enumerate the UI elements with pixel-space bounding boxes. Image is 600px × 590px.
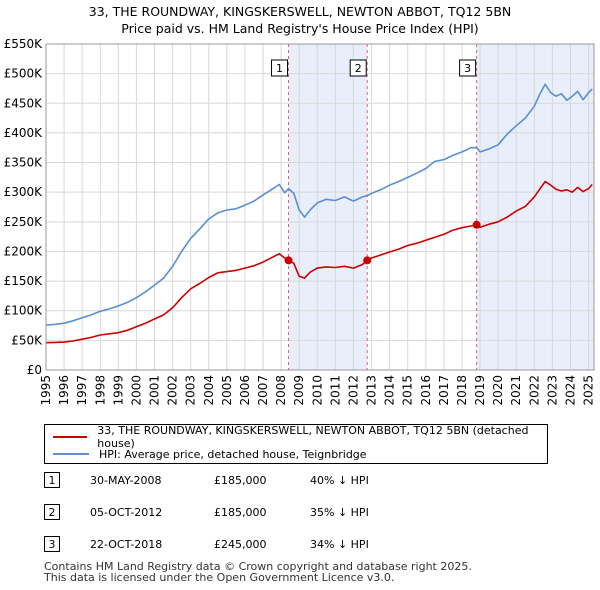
sale-number-badge: 1 — [44, 472, 60, 488]
legend-label-property: 33, THE ROUNDWAY, KINGSKERSWELL, NEWTON … — [97, 424, 529, 450]
shaded-period — [288, 44, 368, 370]
x-tick-label: 2001 — [148, 375, 162, 406]
x-tick-label: 1996 — [57, 375, 71, 406]
property-price-line — [45, 180, 593, 344]
legend: 33, THE ROUNDWAY, KINGSKERSWELL, NEWTON … — [44, 424, 548, 464]
x-tick-label: 2003 — [184, 375, 198, 406]
sale-number-badge: 2 — [44, 504, 60, 520]
sale-hpi-diff: 40% ↓ HPI — [310, 474, 369, 487]
y-tick-label: £300K — [4, 185, 44, 199]
chart-subtitle: Price paid vs. HM Land Registry's House … — [121, 21, 479, 36]
sale-date: 22-OCT-2018 — [90, 538, 163, 551]
series-lines — [45, 83, 593, 344]
x-tick-label: 2008 — [274, 375, 288, 406]
x-tick-label: 2018 — [455, 375, 469, 406]
x-tick-label: 2005 — [220, 375, 234, 406]
y-tick-label: £100K — [4, 304, 44, 318]
sale-row: 1 30-MAY-2008 £185,000 40% ↓ HPI — [44, 472, 504, 492]
sale-label-number: 1 — [276, 62, 283, 75]
x-tick-label: 1998 — [93, 375, 107, 406]
x-tick-label: 2009 — [292, 375, 306, 406]
sale-label-box — [349, 59, 367, 77]
hpi-line — [45, 83, 593, 326]
x-tick-label: 2025 — [582, 375, 596, 406]
sale-number-badge: 3 — [44, 536, 60, 552]
sale-date: 30-MAY-2008 — [90, 474, 162, 487]
x-tick-label: 2011 — [328, 375, 342, 406]
x-tick-label: 2004 — [202, 375, 216, 406]
x-tick-label: 2021 — [509, 375, 523, 406]
x-tick-label: 2013 — [365, 375, 379, 406]
shaded-period — [476, 44, 594, 370]
x-tick-label: 2023 — [545, 375, 559, 406]
plot-frame — [45, 43, 595, 371]
y-tick-label: £400K — [4, 126, 44, 140]
chart-title: 33, THE ROUNDWAY, KINGSKERSWELL, NEWTON … — [88, 4, 512, 19]
x-tick-label: 2024 — [563, 375, 577, 406]
y-tick-label: £450K — [4, 96, 44, 110]
x-tick-label: 1997 — [75, 375, 89, 406]
x-tick-label: 2017 — [437, 375, 451, 406]
legend-swatch-hpi — [53, 453, 89, 455]
sale-label-box — [459, 59, 477, 77]
x-tick-label: 2007 — [256, 375, 270, 406]
x-tick-label: 2019 — [473, 375, 487, 406]
sale-row: 3 22-OCT-2018 £245,000 34% ↓ HPI — [44, 536, 504, 556]
footer-copyright: Contains HM Land Registry data © Crown c… — [44, 560, 472, 573]
x-tick-label: 2000 — [129, 375, 143, 406]
y-tick-label: £200K — [4, 244, 44, 258]
axes: £0 £50K £100K £150K £200K £250K £300K £350K £400… — [4, 37, 596, 406]
sale-label-number: 2 — [355, 62, 362, 75]
sale-point — [284, 256, 293, 265]
x-tick-label: 2022 — [527, 375, 541, 406]
y-tick-label: £250K — [4, 215, 44, 229]
sale-hpi-diff: 34% ↓ HPI — [310, 538, 369, 551]
legend-item-hpi: HPI: Average price, detached house, Teig… — [53, 446, 367, 462]
x-tick-label: 2014 — [383, 375, 397, 406]
sale-price: £245,000 — [214, 538, 267, 551]
x-tick-label: 2015 — [401, 375, 415, 406]
shaded-periods — [288, 44, 594, 370]
x-tick-label: 2020 — [491, 375, 505, 406]
y-tick-label: £0 — [27, 363, 42, 377]
sale-points — [284, 220, 481, 265]
sale-price: £185,000 — [214, 506, 267, 519]
x-tick-label: 1995 — [39, 375, 53, 406]
sale-row: 2 05-OCT-2012 £185,000 35% ↓ HPI — [44, 504, 504, 524]
sale-labels: 1 2 3 — [271, 59, 477, 77]
y-tick-label: £50K — [11, 333, 43, 347]
x-tick-label: 1999 — [111, 375, 125, 406]
sale-date-lines — [288, 44, 478, 370]
x-tick-label: 2012 — [346, 375, 360, 406]
y-tick-label: £350K — [4, 156, 44, 170]
y-tick-label: £500K — [4, 67, 44, 81]
x-tick-label: 2016 — [419, 375, 433, 406]
sale-hpi-diff: 35% ↓ HPI — [310, 506, 369, 519]
footer-licence: This data is licensed under the Open Gov… — [44, 571, 395, 584]
x-tick-label: 2002 — [166, 375, 180, 406]
x-tick-label: 2006 — [238, 375, 252, 406]
sale-label-box — [271, 59, 289, 77]
legend-swatch-property — [53, 436, 88, 438]
legend-item-property: 33, THE ROUNDWAY, KINGSKERSWELL, NEWTON … — [53, 424, 547, 450]
legend-label-hpi: HPI: Average price, detached house, Teig… — [99, 447, 367, 461]
price-chart: £0 £50K £100K £150K £200K £250K £300K £350K £400… — [4, 37, 596, 406]
sale-point — [363, 256, 372, 265]
y-tick-label: £150K — [4, 274, 44, 288]
y-tick-label: £550K — [4, 37, 44, 51]
sale-price: £185,000 — [214, 474, 267, 487]
sale-label-number: 3 — [464, 62, 471, 75]
sale-point — [472, 220, 481, 229]
x-tick-label: 2010 — [310, 375, 324, 406]
sale-date: 05-OCT-2012 — [90, 506, 163, 519]
